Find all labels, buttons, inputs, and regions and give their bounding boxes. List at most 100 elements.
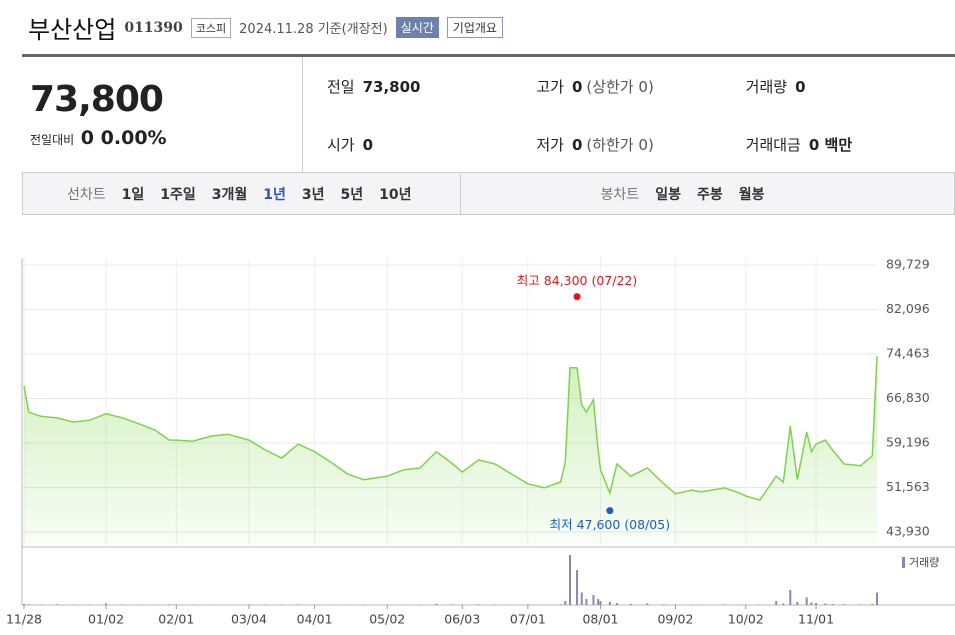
volume-bar [782,603,785,605]
y-tick-label: 82,096 [886,301,930,316]
x-tick-label: 10/02 [728,612,764,627]
summary-cell: 시가 0 [327,134,536,155]
change-rate: 0.00% [100,127,167,149]
cell-label: 시가 [327,135,355,154]
volume-bar [23,604,25,605]
period-tab[interactable]: 10년 [379,186,412,203]
y-tick-label: 74,463 [886,345,930,360]
period-label: 선차트 [67,186,106,203]
summary-row: 전일 73,800 고가 0 (상한가 0) 거래량 0 [327,57,955,115]
candle-tab[interactable]: 주봉 [696,186,723,203]
period-tab[interactable]: 1주일 [160,186,196,203]
change-label: 전일대비 [30,133,75,147]
cell-note: (하한가 0) [586,135,654,154]
x-tick-label: 03/04 [231,612,267,627]
period-tab[interactable]: 3개월 [211,186,248,203]
x-tick-label: 06/03 [444,612,480,627]
volume-bar [137,604,140,605]
price-line [23,356,878,501]
cell-label: 거래량 [745,77,788,96]
volume-bar [247,604,250,605]
volume-bar [168,604,171,605]
volume-bar [775,601,778,605]
volume-bar [723,604,726,605]
y-tick-label: 89,729 [886,257,930,272]
x-tick-label: 02/01 [158,612,194,627]
realtime-button[interactable]: 실시간 [395,17,439,38]
summary-cell: 저가 0 (하한가 0) [536,134,745,155]
volume-bar [576,570,579,605]
summary-cell: 고가 0 (상한가 0) [536,76,745,97]
annotation-point [606,507,614,515]
period-tab[interactable]: 1년 [263,186,286,203]
summary-cell: 거래량 0 [746,76,955,97]
y-tick-label: 51,563 [886,479,930,494]
cell-value: 0 [362,135,374,154]
summary-cell: 거래대금 0 백만 [746,134,955,155]
price-panel: 73,800 전일대비 0 0.00% [22,57,303,175]
period-bar: 선차트 1일 1주일 3개월 1년 3년 5년 10년 봉차트 일봉 주봉 월봉 [22,172,955,215]
x-tick-label: 09/02 [657,612,693,627]
annotation-label: 최저 47,600 (08/05) [550,517,670,532]
period-tab[interactable]: 3년 [301,186,325,203]
summary-cell: 전일 73,800 [327,76,536,97]
volume-bar [585,599,588,605]
volume-bar [27,604,30,605]
period-tab[interactable]: 1일 [121,186,145,203]
volume-bar [435,603,438,605]
volume-bar [871,604,874,605]
legend-label: 거래량 [909,556,939,569]
area [24,356,877,545]
divider [459,173,461,214]
volume-bar [876,592,878,605]
cell-value: 0 백만 [808,135,853,154]
volume-bar [859,604,862,605]
volume-bar [597,599,600,605]
volume-bar [815,603,818,605]
volume-bar [831,604,834,605]
y-tick-label: 59,196 [886,435,930,450]
volume-bar [526,604,529,605]
change: 전일대비 0 0.00% [30,127,167,149]
volume-bar [592,595,595,605]
x-tick-label: 01/02 [88,612,124,627]
x-tick-label: 04/01 [297,612,333,627]
annotation-point [573,293,581,301]
cell-value: 73,800 [362,77,421,96]
cell-value: 0 [795,77,806,96]
volume-bar [810,602,813,605]
volume-bar [297,604,300,605]
volume-bar [121,604,124,605]
company-button[interactable]: 기업개요 [446,17,503,38]
candle-tab[interactable]: 월봉 [738,186,765,203]
cell-label: 전일 [327,77,355,96]
cell-label: 거래대금 [745,135,801,154]
y-tick-label: 43,930 [886,523,930,538]
volume-bar [39,604,42,605]
volume-bar [740,604,743,605]
volume-bar [191,604,194,605]
cell-note: (상한가 0) [586,77,654,96]
cell-value: 0 [571,77,583,96]
volume-bar [608,602,611,605]
volume-bar [599,601,602,605]
x-tick-label: 05/02 [369,612,405,627]
volume-bar [559,604,562,605]
x-tick-label: 11/01 [798,612,834,627]
cell-label: 저가 [536,135,564,154]
volume-bar [796,602,799,605]
period-tab[interactable]: 5년 [340,186,364,203]
volume-bar [494,604,497,605]
summary-row: 시가 0 저가 0 (하한가 0) 거래대금 0 백만 [327,115,955,173]
volume-bar [662,604,665,605]
volume-bar [758,604,761,605]
volume-bar [175,604,178,605]
volume-bar [690,604,693,605]
x-tick-label: 08/01 [582,612,618,627]
stock-name: 부산산업 [28,16,117,44]
volume-bar [824,603,827,605]
candle-tab[interactable]: 일봉 [655,186,681,203]
y-tick-label: 66,830 [886,390,930,405]
stock-code: 011390 [124,19,183,36]
volume-bar [580,592,583,605]
